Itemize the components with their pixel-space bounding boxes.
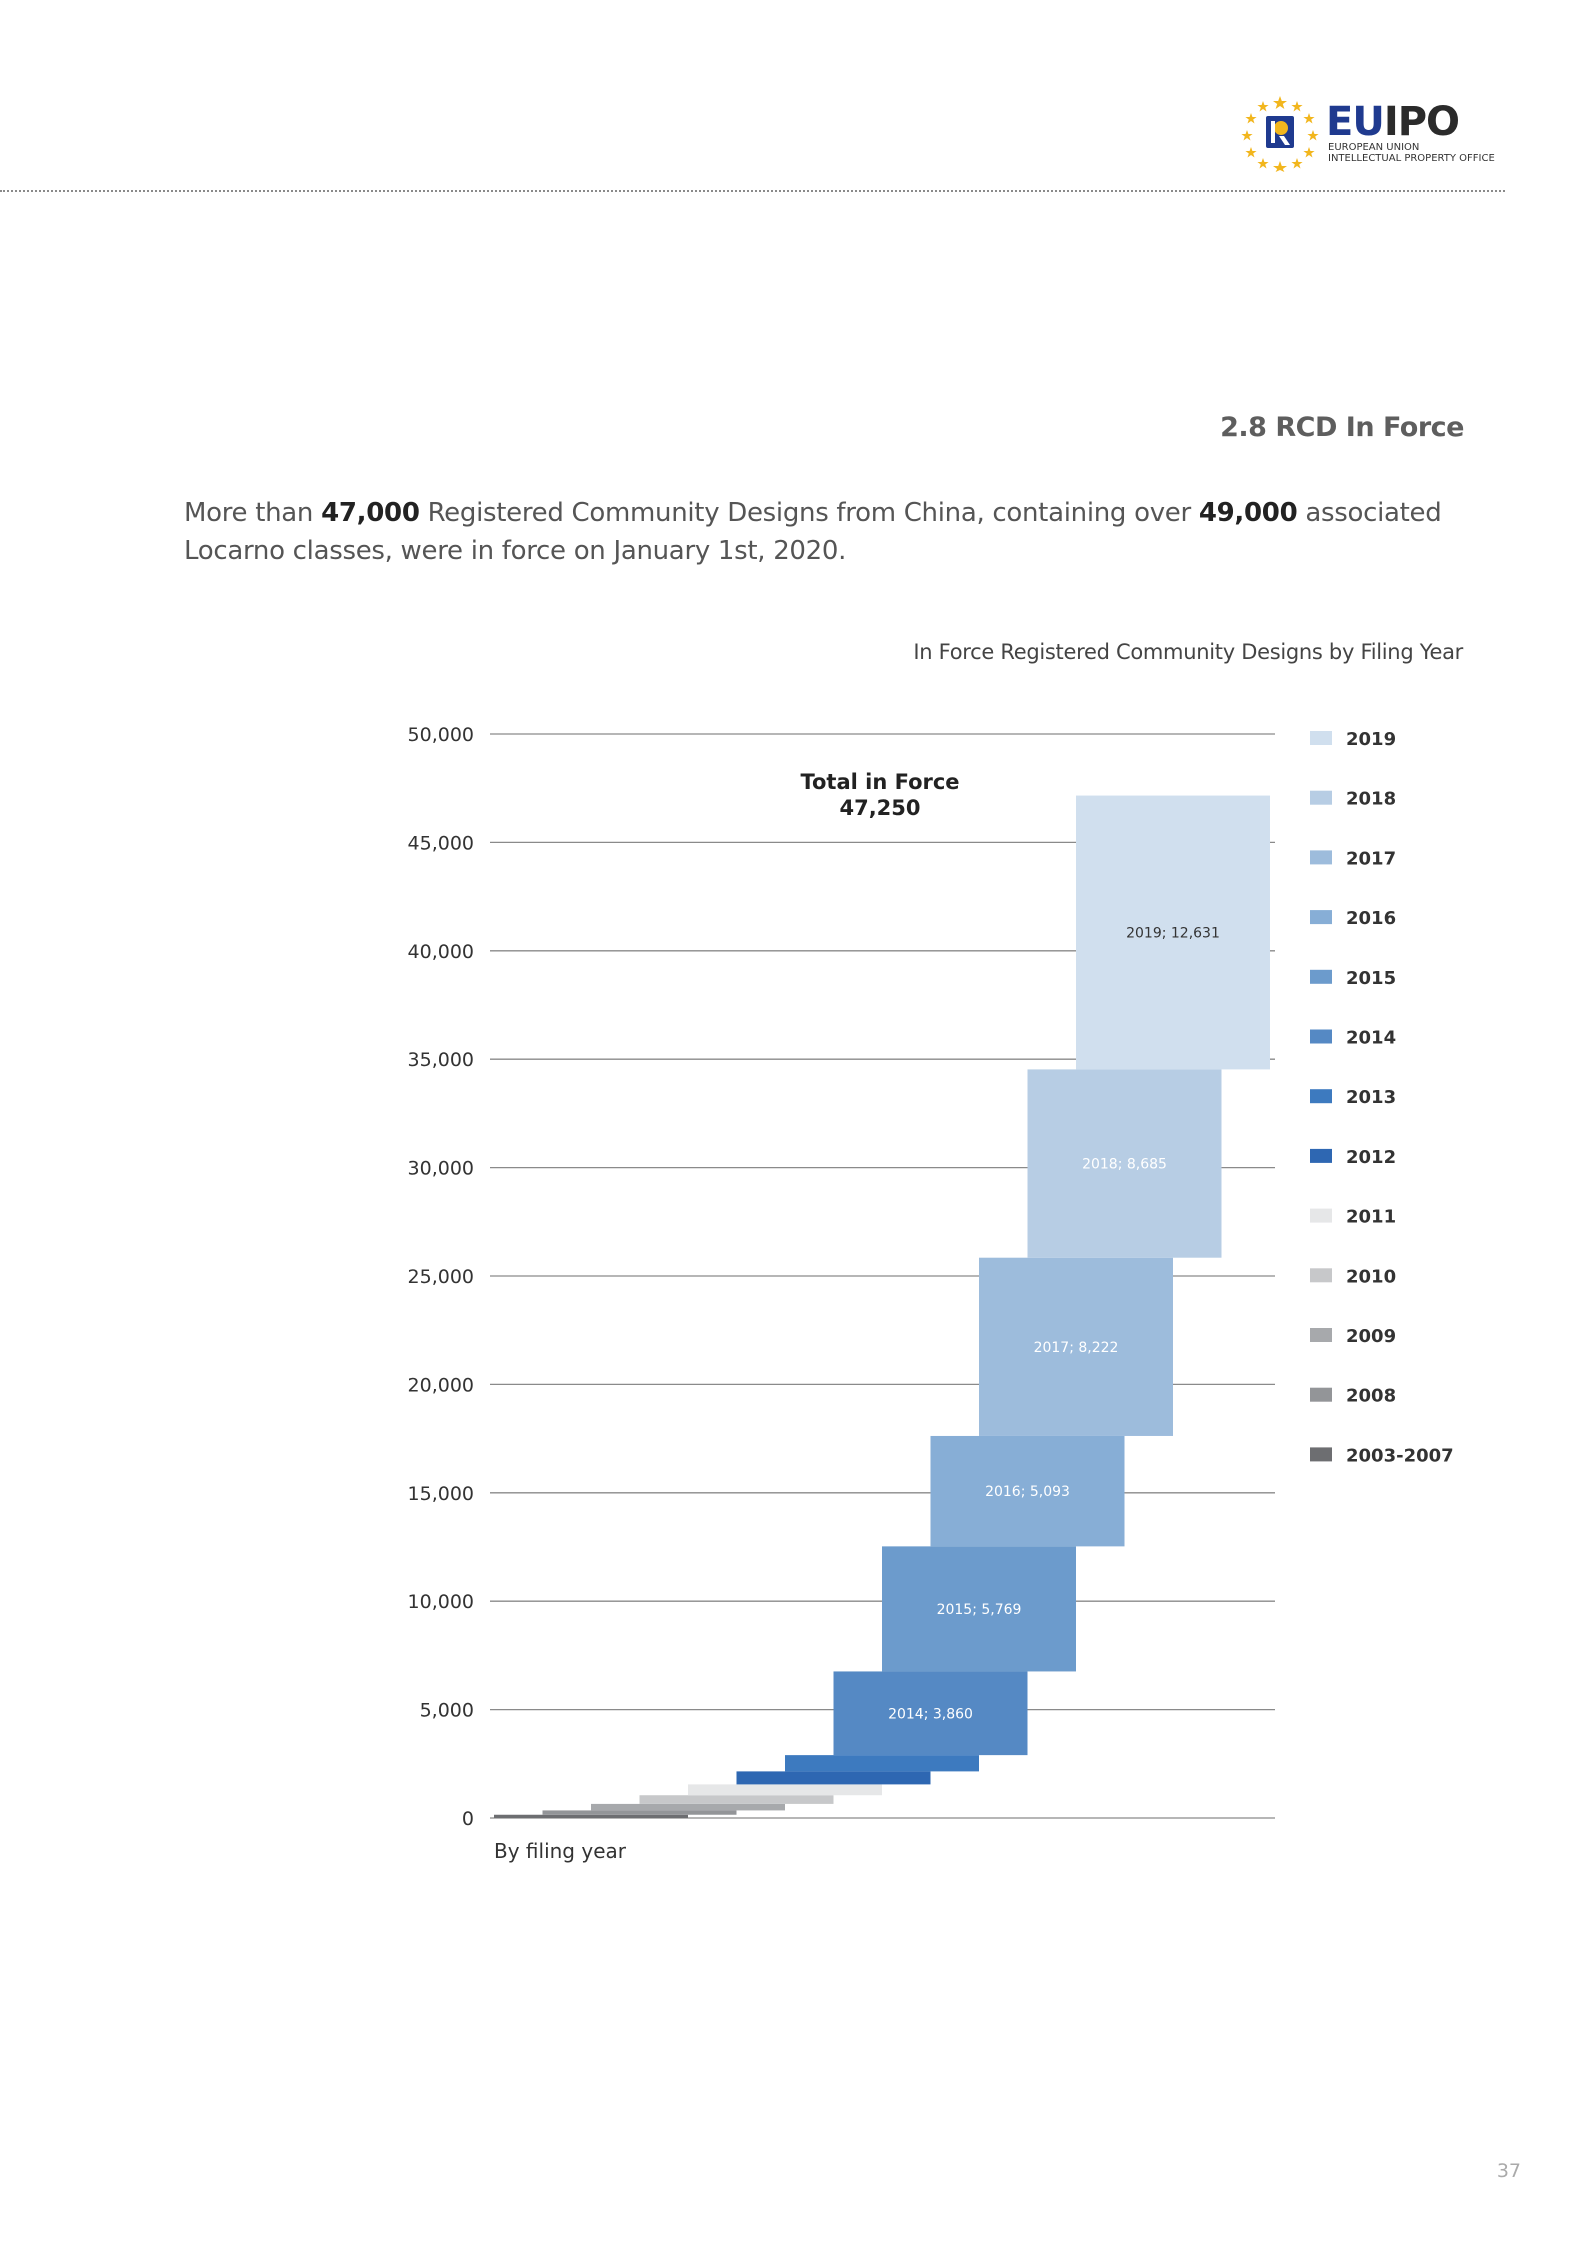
legend-swatch	[1310, 969, 1332, 984]
y-tick-label: 50,000	[408, 724, 474, 746]
legend-entry: 2019	[1346, 729, 1396, 750]
legend-swatch	[1310, 1328, 1332, 1342]
page-number: 37	[1496, 2160, 1521, 2182]
logo-subtitle-line-2: INTELLECTUAL PROPERTY OFFICE	[1328, 153, 1495, 164]
data-label: 2019; 12,631	[1126, 925, 1220, 941]
section-title: 2.8 RCD In Force	[1220, 412, 1464, 443]
legend-entry: 2017	[1346, 848, 1396, 869]
euipo-emblem-icon	[1241, 96, 1319, 172]
bar	[494, 1814, 688, 1818]
legend-entry: 2003-2007	[1346, 1445, 1454, 1466]
y-tick-label: 25,000	[408, 1266, 474, 1288]
legend-entry: 2009	[1346, 1326, 1396, 1347]
legend-swatch	[1310, 790, 1332, 805]
bar	[785, 1755, 979, 1772]
data-label: 2017; 8,222	[1034, 1340, 1119, 1356]
legend-swatch	[1310, 1029, 1332, 1044]
logo-subtitle-line-1: EUROPEAN UNION	[1328, 142, 1420, 153]
bar	[930, 1435, 1125, 1547]
bar	[542, 1810, 737, 1815]
euipo-logo: EUIPO EUROPEAN UNION INTELLECTUAL PROPER…	[1240, 92, 1520, 172]
logo-subtitle: EUROPEAN UNION INTELLECTUAL PROPERTY OFF…	[1328, 142, 1495, 164]
y-tick-label: 0	[462, 1808, 474, 1830]
chart-title: In Force Registered Community Designs by…	[913, 640, 1463, 664]
locarno-count: 49,000	[1198, 498, 1298, 528]
y-tick-label: 5,000	[420, 1700, 474, 1722]
data-label: 2014; 3,860	[888, 1706, 973, 1722]
legend-swatch	[1310, 1089, 1332, 1104]
y-tick-label: 20,000	[408, 1374, 474, 1396]
legend-entry: 2011	[1346, 1207, 1396, 1228]
y-tick-label: 30,000	[408, 1158, 474, 1180]
y-tick-label: 45,000	[408, 832, 474, 854]
legend-swatch	[1310, 1208, 1332, 1223]
y-tick-label: 10,000	[408, 1591, 474, 1613]
data-label: 2015; 5,769	[937, 1602, 1022, 1618]
legend-entry: 2013	[1346, 1087, 1396, 1108]
y-tick-label: 35,000	[408, 1049, 474, 1071]
bar	[639, 1795, 834, 1804]
legend-swatch	[1310, 1148, 1332, 1163]
bar	[1027, 1069, 1222, 1258]
logo-wordmark: EUIPO	[1326, 99, 1460, 145]
bar	[833, 1671, 1028, 1756]
bar	[736, 1771, 931, 1785]
legend-swatch	[1310, 731, 1332, 745]
bar	[882, 1546, 1076, 1672]
waterfall-chart: 0 5,000 10,000 15,000 20,000 25,000 30,000 35,0…	[408, 724, 1454, 1863]
x-axis-label: By filing year	[494, 1839, 627, 1863]
legend-swatch	[1310, 1387, 1332, 1402]
legend-swatch	[1310, 910, 1332, 925]
legend-swatch	[1310, 1268, 1332, 1283]
bar	[688, 1784, 882, 1796]
legend-entry: 2018	[1346, 789, 1396, 810]
bar	[979, 1257, 1173, 1436]
total-value: 47,250	[839, 796, 920, 820]
y-tick-label: 40,000	[408, 941, 474, 963]
y-tick-label: 15,000	[408, 1483, 474, 1505]
legend-entry: 2016	[1346, 908, 1396, 929]
legend-entry: 2015	[1346, 968, 1396, 989]
bar	[1076, 795, 1270, 1070]
legend-entry: 2012	[1346, 1147, 1396, 1168]
legend-swatch	[1310, 1447, 1332, 1462]
data-label: 2016; 5,093	[985, 1484, 1070, 1500]
total-label: Total in Force	[800, 770, 959, 794]
header-divider	[0, 190, 1505, 192]
legend-entry: 2014	[1346, 1028, 1396, 1049]
legend-swatch	[1310, 850, 1332, 865]
designs-count: 47,000	[321, 498, 420, 528]
bar	[591, 1803, 785, 1811]
legend-entry: 2010	[1346, 1266, 1396, 1287]
data-label: 2018; 8,685	[1082, 1157, 1167, 1173]
intro-paragraph: More than 47,000 Registered Community De…	[184, 498, 1442, 566]
legend-entry: 2008	[1346, 1386, 1396, 1407]
